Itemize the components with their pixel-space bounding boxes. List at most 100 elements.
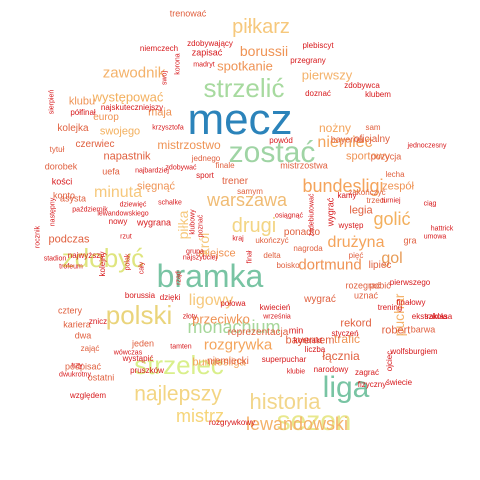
word-poznac: klubowy [189,209,197,235]
word-golic: golić [373,209,411,229]
word-czerwiec: czerwiec [75,139,115,150]
word-sierpien: rozgrywkowy [208,418,256,427]
word-bayernu: oficjalny [353,134,391,145]
word-krzysztofa: półfinał [70,108,96,117]
word-zagrac: narodowy [313,365,349,374]
word-przegrany: plebiscyt [302,41,334,50]
word-powod: zdobywać [165,164,197,172]
word-bundesligi: bundesligi [302,176,384,196]
word-borussia-v: korona [174,53,182,75]
word-najszybciej: trofeum [59,263,83,271]
word-doznac: zdobywca [344,81,380,90]
word-korona: wygrać [325,197,336,227]
word-mistrzostwo: mistrzostwo [157,138,221,152]
word-stadion: rocznik [34,225,42,249]
word-klubem: doznać [305,89,331,98]
word-swiecie: fizyczny [357,380,387,389]
word-nastepny: sierpień [48,89,56,115]
word-ekstraklasa: szkoła [424,312,448,321]
word-napastnik: napastnik [103,150,151,163]
word-jednoczesny: powód [269,136,293,145]
word-ponadto: ponadto [283,227,321,238]
word-uefa: asysta [59,193,87,204]
word-szkola: pierwszego [389,278,431,287]
word-pierwszy: pierwszy [301,67,353,83]
word-trening: ekstraklasa [411,312,453,321]
word-minuta: minuta [93,184,143,201]
word-mistrz: mistrz [176,406,224,426]
word-bayernem: bayernem [285,334,335,347]
word-rozgrywka: rozgrywka [203,336,273,354]
word-lewandowski: lewandowski [245,414,349,434]
word-borussii: borussii [239,43,289,59]
word-ojciec: finał [246,250,254,264]
word-tytul: dorobek [44,161,78,172]
word-barwa: uznać [353,290,379,301]
word-jednego: uefa [102,166,120,177]
word-wrzesnia: kwiecień [259,303,291,312]
word-rzad: poznać [197,214,205,238]
word-polfinal: najskuteczniejszy [100,103,164,112]
word-nagroda: ukończyć [255,236,289,245]
word-mecz: mecz [187,95,293,144]
word-zakonczyc: finale [215,161,235,170]
word-kolejka: pozycja [370,151,402,162]
word-drugi: drugi [231,215,277,237]
word-superpuchar: wolfsburgiem [390,347,438,356]
word-swoj: następny [49,197,57,227]
word-trzeci: zakończyć [348,188,386,197]
word-narodowy: superpuchar [261,355,307,364]
word-kolejny: swoj [161,70,169,86]
word-rocznik: umowa [423,233,447,241]
word-kraj: najszybciej [182,254,218,262]
word-sport: finałowy [396,298,426,307]
word-warszawa: warszawa [206,190,288,210]
word-plebiscyt: zapisać [191,47,223,58]
word-najwyzszy: rzut [120,233,132,241]
word-strzelec: strzelec [134,350,224,380]
word-gra: boisko [276,261,300,270]
word-zdobywca: madryt [193,61,215,69]
word-min: złoty [182,313,198,321]
word-polowa: września [263,313,291,321]
word-wygrac-v: zadebiutować [308,193,316,237]
word-historia: historia [249,389,321,414]
word-klubu: klubu [68,95,96,108]
word-podczas: podczas [48,233,90,246]
word-jeden: barwa [410,324,436,335]
word-caly: rząd [175,271,183,285]
word-pilka: piłka [175,210,191,240]
word-zdobyc: zdobyć [61,243,145,273]
word-wygrana: nowy [108,217,128,226]
word-klubie: zagrać [354,368,380,377]
word-druzyna: drużyna [327,234,385,251]
word-kariera: dwa [74,330,92,341]
word-trafic: trafić [333,332,361,346]
word-zespol: zespół [382,180,414,193]
word-klubowy: kolejny [98,251,107,277]
word-pierwszego: grupa [186,248,204,256]
word-przeciwko: przeciwko [192,311,250,327]
word-najskuteczniejszy: klubem [365,90,391,99]
word-dziewiec: październik [72,206,108,214]
word-turniej: kamy [337,191,357,200]
word-zostac: zostać [228,136,316,169]
word-finalowy: jednoczesny [407,142,447,150]
word-dwa: reprezentacja [227,327,289,338]
word-niemiec: niemiec [317,134,373,151]
word-spotkanie: spotkanie [217,58,273,74]
word-europ: europ [93,112,119,123]
word-delta: nagroda [293,244,323,253]
word-trofeum: stadion [43,255,67,263]
word-lewandowskiego: dziewięć [119,201,147,209]
word-cztery: kariera [63,319,91,330]
word-rekord: rekord [340,317,372,330]
word-wystapic: pruszków [130,366,164,375]
word-pobic: rozegrać [345,280,381,291]
word-finale: mistrzostwa [280,160,328,171]
word-dorobek: kolejka [57,123,89,134]
word-niemczech: zdobywający [187,39,233,48]
word-dzieki: borussia [124,291,156,300]
word-nozny: nożny [318,121,352,135]
word-zdobywajacy: trenować [169,8,207,19]
